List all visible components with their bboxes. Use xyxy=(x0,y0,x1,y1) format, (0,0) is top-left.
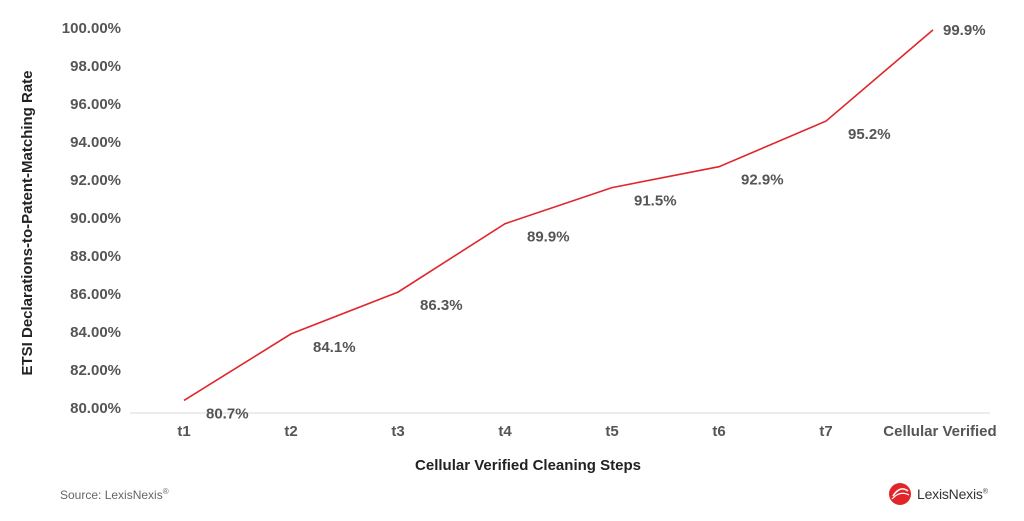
y-tick-label: 80.00% xyxy=(70,400,121,417)
y-axis: 80.00% 82.00% 84.00% 86.00% 88.00% 90.00% 92.0… xyxy=(62,20,121,417)
data-label: 80.7% xyxy=(206,405,249,422)
y-tick-label: 96.00% xyxy=(70,96,121,113)
x-tick-label: t2 xyxy=(284,423,297,440)
data-label: 92.9% xyxy=(741,172,784,189)
y-tick-label: 86.00% xyxy=(70,286,121,303)
x-tick-label: t4 xyxy=(498,423,512,440)
data-label: 86.3% xyxy=(420,297,463,314)
logo-registered-mark: ® xyxy=(982,488,988,496)
data-label: 84.1% xyxy=(313,339,356,356)
data-label: 89.9% xyxy=(527,229,570,246)
y-tick-label: 90.00% xyxy=(70,210,121,227)
source-note: Source: LexisNexis® xyxy=(60,487,169,502)
y-tick-label: 94.00% xyxy=(70,134,121,151)
y-tick-label: 92.00% xyxy=(70,172,121,189)
data-label: 91.5% xyxy=(634,193,677,210)
logo-text: LexisNexis® xyxy=(917,486,988,502)
lexisnexis-logo: LexisNexis® xyxy=(887,481,988,507)
y-tick-label: 82.00% xyxy=(70,362,121,379)
lexisnexis-logo-icon xyxy=(889,483,911,505)
y-tick-label: 84.00% xyxy=(70,324,121,341)
data-label: 95.2% xyxy=(848,126,891,143)
y-tick-label: 88.00% xyxy=(70,248,121,265)
logo-wordmark: LexisNexis xyxy=(917,486,983,502)
series-line xyxy=(183,29,934,402)
x-tick-label: t3 xyxy=(391,423,404,440)
source-registered-mark: ® xyxy=(162,487,169,496)
x-tick-label: t5 xyxy=(605,423,618,440)
source-text: Source: LexisNexis xyxy=(60,488,163,502)
y-tick-label: 98.00% xyxy=(70,58,121,75)
x-tick-label: t7 xyxy=(819,423,832,440)
x-tick-label: Cellular Verified xyxy=(883,423,996,440)
x-axis-title: Cellular Verified Cleaning Steps xyxy=(415,457,641,474)
data-label: 99.9% xyxy=(943,22,986,39)
y-tick-label: 100.00% xyxy=(62,20,121,37)
x-tick-label: t6 xyxy=(712,423,725,440)
x-tick-label: t1 xyxy=(177,423,190,440)
data-labels: 80.7% 84.1% 86.3% 89.9% 91.5% 92.9% 95.2% 99.9% xyxy=(206,22,986,422)
y-axis-title: ETSI Declarations-to-Patent-Matching Rat… xyxy=(19,70,36,375)
series-group xyxy=(183,29,934,402)
x-axis: t1 t2 t3 t4 t5 t6 t7 Cellular Verified xyxy=(177,423,996,440)
